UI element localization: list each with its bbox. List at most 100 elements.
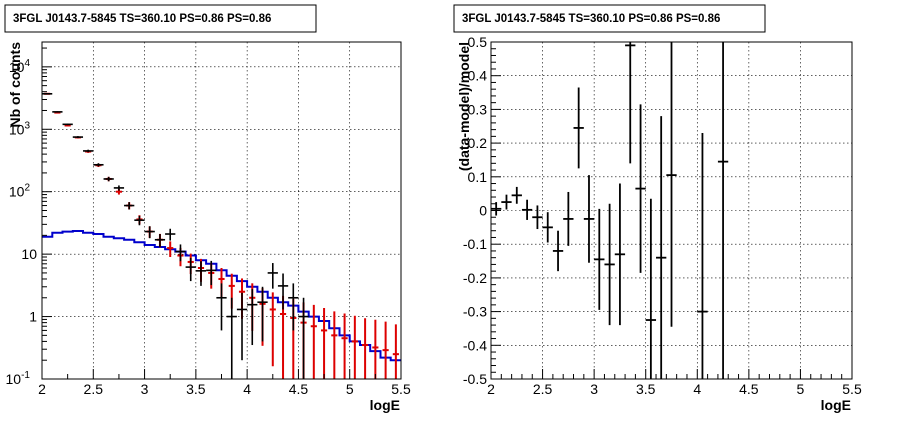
x-axis-label: logE	[821, 397, 851, 413]
data-point	[165, 228, 176, 241]
data-point	[103, 176, 114, 182]
residual-point	[511, 186, 522, 204]
model-point	[310, 304, 317, 379]
data-point	[185, 257, 196, 282]
y-tick-label: 1	[29, 309, 37, 325]
y-tick-label: 0.5	[468, 34, 488, 50]
data-point	[206, 260, 217, 286]
title-box	[4, 4, 317, 33]
data-point	[154, 234, 166, 248]
y-tick-label: 0.4	[468, 68, 488, 84]
model-point	[372, 319, 379, 379]
x-tick-label: 4.5	[739, 381, 759, 397]
residual-point	[491, 202, 502, 216]
residual-point	[697, 132, 708, 379]
y-tick-label: -0.3	[463, 304, 487, 320]
model-point	[167, 241, 174, 257]
residual-point	[573, 87, 584, 169]
residual-point	[614, 183, 626, 326]
x-tick-label: 5.5	[842, 381, 862, 397]
data-point	[134, 215, 145, 226]
x-tick-label: 2.5	[533, 381, 553, 397]
x-tick-label: 4	[693, 381, 701, 397]
x-tick-label: 5.5	[391, 381, 411, 397]
title-box	[453, 4, 766, 33]
x-tick-label: 3.5	[186, 381, 206, 397]
model-point	[331, 311, 338, 379]
chart-title: 3FGL J0143.7-5845 TS=360.10 PS=0.86 PS=0…	[462, 13, 720, 25]
x-tick-label: 3	[590, 381, 598, 397]
residual-point	[625, 42, 636, 164]
model-point	[362, 318, 369, 379]
residual-point	[542, 212, 553, 243]
data-point	[298, 297, 309, 379]
data-point	[257, 286, 268, 342]
residual-point	[521, 199, 533, 220]
data-point	[277, 273, 289, 310]
residual-point	[594, 208, 605, 310]
y-tick-label: 0.3	[468, 101, 488, 117]
data-point	[42, 93, 53, 95]
y-tick-label: 0.2	[468, 135, 488, 151]
model-point	[341, 313, 348, 379]
residual-point	[645, 198, 657, 379]
data-point	[175, 244, 186, 262]
x-tick-label: 5	[797, 381, 805, 397]
model-point	[269, 292, 276, 367]
data-point	[216, 283, 227, 331]
x-axis-label: logE	[370, 397, 400, 413]
model-point	[320, 308, 328, 379]
residual-point	[635, 104, 646, 273]
residual-point	[604, 203, 615, 326]
x-tick-label: 3.5	[636, 381, 656, 397]
grid-lines	[42, 42, 401, 379]
y-tick-label: 0.1	[468, 169, 488, 185]
residual-point	[563, 191, 574, 246]
series-layer	[42, 92, 401, 379]
residual-point	[717, 42, 729, 379]
residual-point	[532, 205, 543, 230]
model-point	[382, 321, 389, 379]
y-tick-label: 0	[479, 203, 487, 219]
x-tick-label: 2	[38, 381, 46, 397]
y-tick-label: -0.2	[463, 270, 487, 286]
model-point	[351, 315, 358, 379]
residual-point	[666, 42, 677, 327]
residual-point	[656, 116, 667, 379]
data-point	[124, 202, 135, 210]
data-point	[226, 297, 237, 379]
y-tick-label: -0.4	[463, 337, 487, 353]
x-tick-label: 2.5	[84, 381, 104, 397]
data-point	[83, 149, 94, 153]
data-point	[52, 111, 63, 113]
y-tick-label: -0.1	[463, 236, 487, 252]
data-point	[247, 289, 258, 346]
y-tick-label: -0.5	[463, 371, 487, 387]
y-axis-label: Nb of counts	[7, 42, 23, 128]
x-tick-label: 4.5	[289, 381, 309, 397]
data-point	[195, 261, 207, 286]
data-point	[62, 123, 73, 126]
data-point	[267, 263, 278, 289]
residual-point	[501, 194, 512, 210]
model-point	[279, 295, 287, 379]
chart-title: 3FGL J0143.7-5845 TS=360.10 PS=0.86 PS=0…	[13, 13, 271, 25]
x-tick-label: 4	[243, 381, 251, 397]
residuals-panel: 2 2.5 3 3.5 4 4.5 5 5.5 -0.5 -0.4 -0.3 -0.2 -0.1 0 0.1…	[449, 0, 898, 421]
data-point	[93, 163, 104, 167]
x-tick-label: 2	[487, 381, 495, 397]
y-axis-label: (data-model)/model	[456, 42, 472, 171]
data-point	[236, 292, 248, 361]
y-tick-label: 10	[21, 246, 37, 262]
model-point	[392, 324, 399, 379]
x-tick-label: 3	[141, 381, 149, 397]
series-layer	[491, 42, 729, 379]
data-point	[113, 185, 125, 191]
data-point	[144, 226, 155, 239]
residual-point	[552, 230, 564, 272]
residual-point	[583, 175, 595, 263]
data-point	[288, 283, 299, 331]
x-tick-label: 5	[346, 381, 354, 397]
